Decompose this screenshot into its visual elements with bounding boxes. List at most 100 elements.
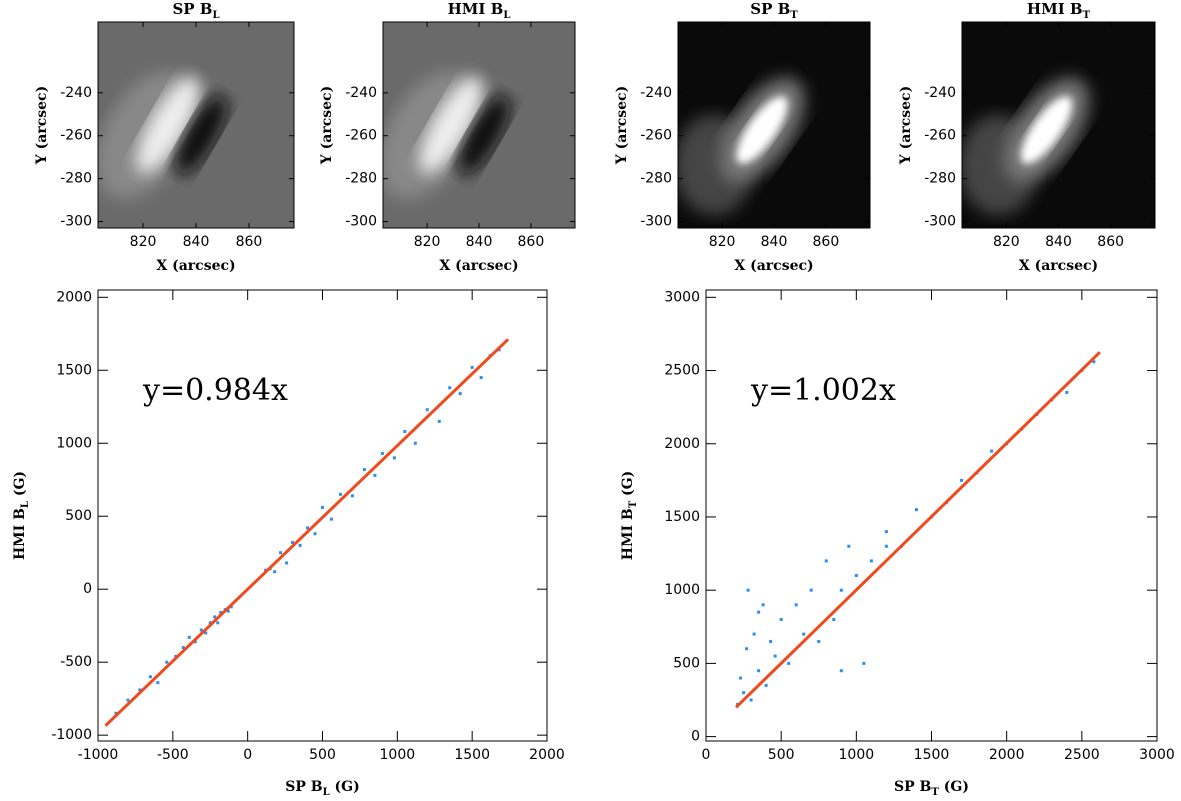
x-tick-label: 840 <box>1045 234 1072 250</box>
scatter-point <box>779 617 783 621</box>
core <box>736 96 788 164</box>
scatter-point <box>138 688 142 692</box>
annotation: y=0.984x <box>142 373 288 408</box>
scatter-point <box>380 451 384 455</box>
scatter-point <box>413 441 417 445</box>
y-tick-label: 1000 <box>664 582 700 598</box>
scatter-point <box>126 698 130 702</box>
scatter-point <box>199 628 203 632</box>
scatter-point <box>749 698 753 702</box>
y-axis-label-part: (G) <box>12 471 28 501</box>
scatter-point <box>802 632 806 636</box>
y-tick-label: 0 <box>83 581 92 597</box>
scatter-point <box>764 683 768 687</box>
x-axis-label-part: SP B <box>285 779 323 795</box>
scatter-point <box>285 561 289 565</box>
y-axis-label-part: Y (arcsec) <box>898 86 914 165</box>
scatter-point <box>350 494 354 498</box>
scatter-point <box>425 408 429 412</box>
x-axis-label-part: L <box>323 787 330 798</box>
core <box>1020 96 1073 164</box>
y-tick-label: 500 <box>673 655 700 671</box>
y-tick-label: -240 <box>924 85 956 101</box>
scatter-point <box>832 617 836 621</box>
y-axis-label-part: HMI B <box>12 508 28 560</box>
x-tick-label: -500 <box>157 747 189 763</box>
scatter-point <box>914 508 918 512</box>
scatter-point <box>448 386 452 390</box>
y-tick-label: -300 <box>924 214 956 230</box>
scatter-point <box>313 532 317 536</box>
x-tick-label: 860 <box>518 234 545 250</box>
x-tick-label: 860 <box>1097 234 1124 250</box>
y-axis-label: HMI BT (G) <box>620 471 639 561</box>
x-axis-label: SP BL (G) <box>285 779 359 798</box>
magnetogram <box>678 22 870 228</box>
scatter-point <box>148 675 152 679</box>
scatter-point <box>187 635 191 639</box>
magnetogram <box>383 22 575 228</box>
scatter-point <box>847 544 851 548</box>
chart-title-part: HMI B <box>448 0 504 18</box>
x-axis-label-part: X (arcsec) <box>1019 258 1098 274</box>
y-tick-label: 1000 <box>56 435 92 451</box>
scatter-point <box>181 646 185 650</box>
scatter-point <box>757 669 761 673</box>
x-tick-label: 2000 <box>989 747 1025 763</box>
y-tick-label: -300 <box>60 214 92 230</box>
y-tick-label: 2000 <box>56 289 92 305</box>
scatter-point <box>824 559 828 563</box>
x-tick-label: 820 <box>709 234 736 250</box>
y-tick-label: -260 <box>345 128 377 144</box>
scatter-point <box>884 530 888 534</box>
chart-title-part: HMI B <box>1027 0 1083 18</box>
positive <box>136 76 200 174</box>
x-axis-label: X (arcsec) <box>156 258 235 274</box>
chart-title-part: T <box>790 10 798 21</box>
y-tick-label: 500 <box>65 508 92 524</box>
y-tick-label: -240 <box>60 85 92 101</box>
scatter-point <box>1092 360 1096 364</box>
scatter-point <box>392 456 396 460</box>
scatter-point <box>817 639 821 643</box>
x-axis-label-part: (G) <box>330 779 360 795</box>
y-axis-label-part: L <box>20 501 31 508</box>
y-axis-label-part: HMI B <box>620 508 636 560</box>
scatter-point <box>362 468 366 472</box>
scatter-point <box>279 551 283 555</box>
y-tick-label: -260 <box>924 128 956 144</box>
scatter-point <box>809 588 813 592</box>
magnetogram <box>98 22 294 228</box>
y-axis-label-part: Y (arcsec) <box>34 86 50 165</box>
y-axis-label-part: (G) <box>620 471 636 501</box>
y-tick-label: -280 <box>60 171 92 187</box>
x-axis-label-part: X (arcsec) <box>439 258 518 274</box>
scatter-point <box>213 615 217 619</box>
x-tick-label: 840 <box>183 234 210 250</box>
scatter-point <box>862 661 866 665</box>
x-tick-label: 1500 <box>914 747 950 763</box>
chart-title-part: T <box>1083 10 1091 21</box>
scatter-point <box>329 517 333 521</box>
x-axis-label-part: (G) <box>939 779 969 795</box>
scatter-point <box>298 543 302 547</box>
scatter-point <box>208 621 212 625</box>
scatter-point <box>839 588 843 592</box>
x-axis-label-part: T <box>931 787 939 798</box>
x-axis-label-part: X (arcsec) <box>156 258 235 274</box>
scatter-point <box>769 639 773 643</box>
y-tick-label: -280 <box>345 171 377 187</box>
chart-title-part: SP B <box>172 0 212 18</box>
scatter-point <box>193 640 197 644</box>
annotation: y=1.002x <box>750 373 896 408</box>
scatter-point <box>291 541 295 545</box>
scatter-point <box>752 632 756 636</box>
scatter-point <box>226 609 230 613</box>
y-axis-label: Y (arcsec) <box>319 86 335 165</box>
y-tick-label: -240 <box>345 85 377 101</box>
x-tick-label: 820 <box>993 234 1020 250</box>
x-tick-label: 2500 <box>1064 747 1100 763</box>
x-axis-label-part: X (arcsec) <box>734 258 813 274</box>
x-tick-label: 500 <box>309 747 336 763</box>
